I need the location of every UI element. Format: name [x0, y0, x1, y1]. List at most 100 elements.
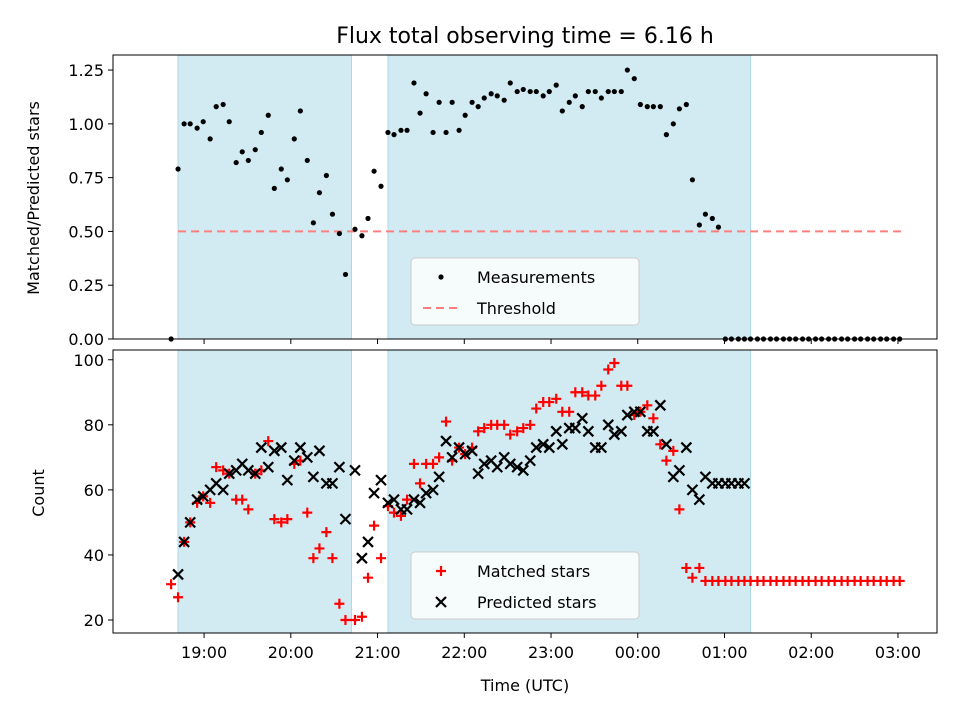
matched-stars-point: [376, 553, 387, 564]
matched-stars-point: [505, 429, 516, 440]
measurements-point: [702, 211, 709, 217]
predicted-stars-point: [466, 445, 478, 457]
upper-x-ticks: [203, 339, 899, 344]
measurements-point: [207, 136, 213, 142]
matched-stars-point: [308, 553, 319, 564]
measurements-point: [417, 110, 423, 116]
predicted-stars-point: [517, 464, 530, 477]
legend-label: Matched stars: [477, 562, 590, 581]
y-tick-label: 20: [84, 611, 104, 630]
predicted-stars-point: [576, 412, 589, 425]
measurements-point: [365, 215, 371, 222]
matched-stars-point: [415, 478, 426, 489]
matched-stars-point: [596, 380, 607, 391]
chart-title: Flux total observing time = 6.16 h: [336, 24, 714, 49]
measurements-point: [226, 119, 232, 125]
measurements-point: [449, 99, 455, 105]
matched-stars-point: [434, 452, 445, 463]
predicted-stars-point: [313, 445, 326, 457]
measurements-point: [336, 230, 342, 237]
matched-stars-point: [694, 562, 705, 573]
predicted-stars-point: [301, 451, 314, 464]
measurements-point: [637, 101, 643, 108]
predicted-stars-point: [191, 493, 203, 506]
predicted-stars-point: [356, 552, 368, 564]
predicted-stars-point: [440, 435, 452, 447]
measurements-point: [501, 97, 507, 103]
predicted-stars-point: [433, 471, 445, 483]
measurements-point: [378, 183, 384, 189]
measurements-point: [265, 112, 271, 118]
measurements-point: [329, 211, 336, 217]
measurements-point: [310, 220, 316, 226]
y-tick-label: 1.00: [68, 115, 104, 134]
matched-stars-point: [479, 423, 490, 434]
matched-stars-point: [622, 380, 633, 391]
matched-stars-point: [402, 494, 413, 505]
matched-stars-point: [334, 598, 345, 609]
lower-legend: Matched stars Predicted stars: [410, 551, 640, 620]
measurements-point: [469, 99, 475, 105]
matched-stars-point: [551, 393, 562, 404]
measurements-point: [462, 112, 468, 118]
matched-stars-point: [674, 504, 685, 515]
measurements-point: [572, 93, 578, 99]
measurements-point: [359, 233, 365, 239]
measurements-point: [540, 93, 546, 99]
measurements-point: [213, 104, 219, 110]
lower-plot-layer: [166, 358, 905, 625]
measurements-point: [456, 127, 462, 133]
predicted-stars-point: [660, 438, 673, 451]
legend-box: [410, 551, 640, 620]
measurements-point: [245, 157, 251, 164]
predicted-stars-point: [368, 487, 380, 499]
x-tick-label: 03:00: [875, 643, 921, 662]
measurements-point: [220, 101, 226, 108]
upper-panel: 0.00 0.25 0.50 0.75 1.00 1.25 Matched/Predict…: [24, 54, 938, 349]
measurements-point: [605, 88, 611, 95]
measurements-point: [391, 132, 397, 138]
predicted-stars-point: [288, 454, 301, 467]
measurements-point: [559, 108, 565, 114]
predicted-stars-point: [738, 477, 751, 490]
predicted-stars-point: [255, 441, 268, 454]
predicted-stars-point: [478, 458, 491, 470]
predicted-stars-point: [326, 477, 339, 490]
measurements-point: [650, 104, 656, 110]
predicted-stars-point: [414, 497, 426, 509]
lower-panel: 19:00 20:00 21:00 22:00 23:00 00:00 01:00 02:00…: [29, 349, 938, 662]
matched-stars-point: [211, 462, 222, 473]
matched-stars-point: [518, 423, 529, 434]
predicted-stars-point: [615, 425, 628, 438]
matched-stars-point: [356, 611, 367, 622]
predicted-stars-point: [388, 493, 400, 506]
measurements-point: [342, 271, 349, 278]
predicted-stars-point: [178, 536, 190, 548]
predicted-stars-point: [275, 441, 288, 454]
matched-stars-point: [263, 436, 274, 447]
measurements-point: [494, 93, 500, 99]
measurements-point: [624, 67, 630, 73]
matched-stars-point: [609, 358, 620, 369]
matched-stars-point: [668, 445, 679, 456]
predicted-stars-point: [556, 438, 569, 451]
x-tick-label: 23:00: [528, 643, 574, 662]
measurements-point: [258, 129, 264, 136]
legend-box: [410, 257, 640, 326]
x-tick-label: 02:00: [788, 643, 834, 662]
predicted-stars-point: [491, 461, 504, 473]
matched-stars-point: [282, 514, 293, 525]
matched-stars-point: [166, 579, 177, 590]
matched-stars-point: [661, 455, 672, 466]
predicted-stars-point: [511, 461, 523, 473]
upper-y-ticks: 0.00 0.25 0.50 0.75 1.00 1.25: [68, 61, 113, 349]
predicted-stars-point: [537, 438, 549, 451]
shaded-interval-0: [177, 54, 353, 340]
lower-y-ticks: 20 40 60 80 100: [73, 351, 113, 630]
matched-stars-point: [349, 614, 360, 625]
predicted-stars-point: [281, 474, 294, 486]
predicted-stars-point: [459, 448, 471, 460]
predicted-stars-point: [621, 409, 634, 421]
predicted-stars-point: [184, 516, 196, 529]
predicted-stars-point: [268, 445, 281, 457]
